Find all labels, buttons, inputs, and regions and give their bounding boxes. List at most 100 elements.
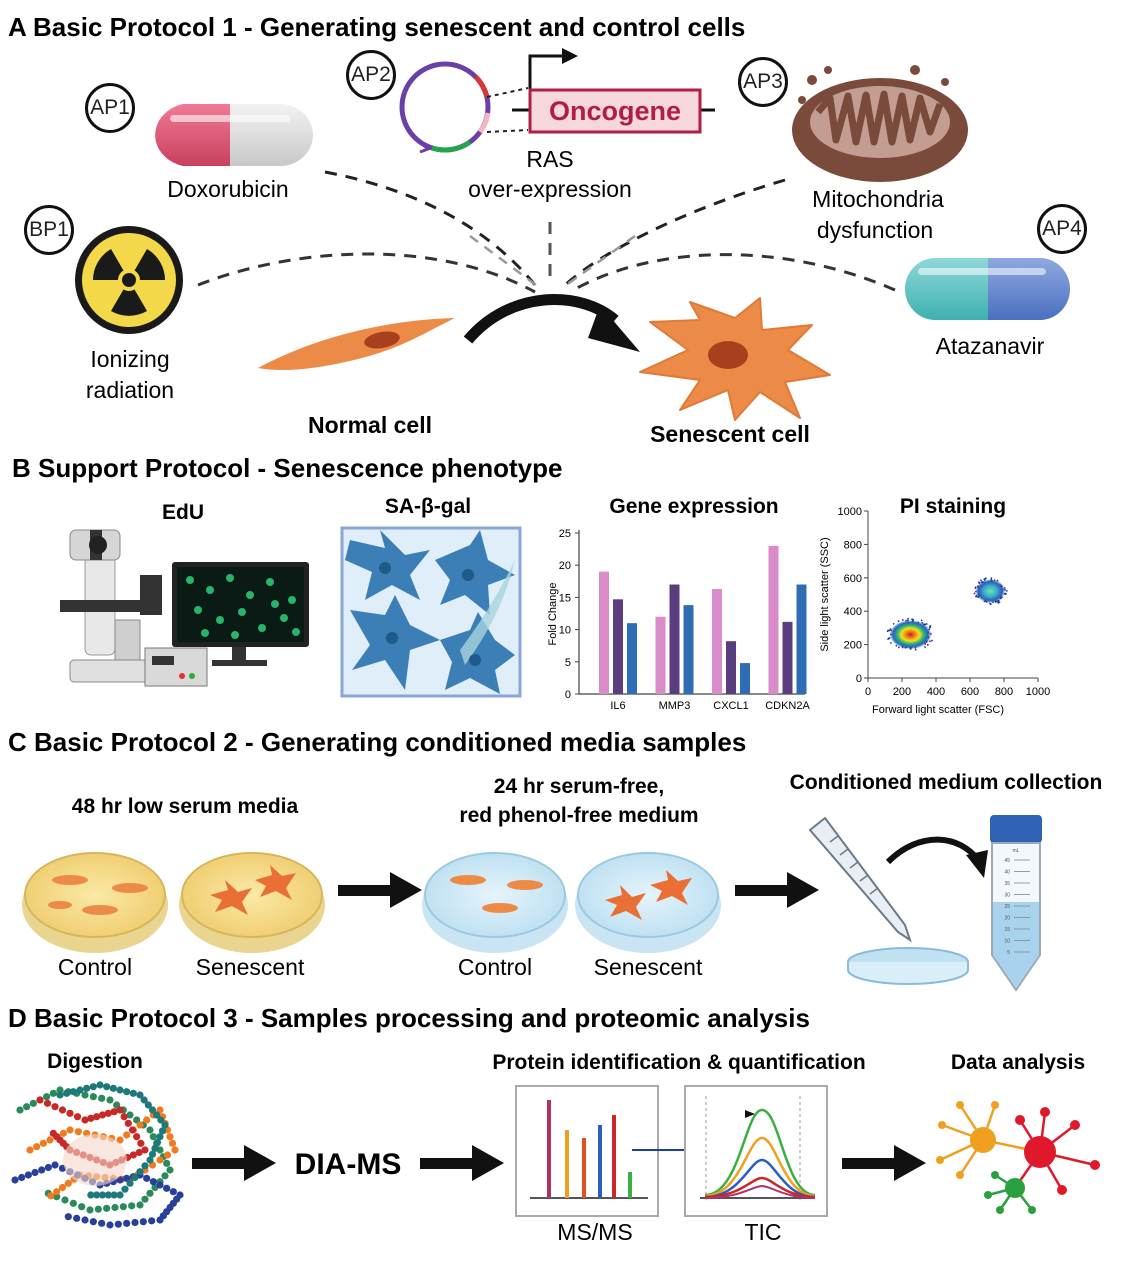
peptide-bead: [53, 1193, 61, 1201]
badge-ap1: AP1: [85, 83, 135, 133]
transition-arrow-icon: [463, 294, 640, 352]
step-collection-label: Conditioned medium collection: [790, 771, 1103, 794]
peptide-bead: [81, 1116, 89, 1124]
peptide-core: [63, 1134, 127, 1186]
tube-graduation-label: 30: [1004, 893, 1010, 899]
peptide-bead: [63, 1089, 71, 1097]
peptide-bead: [18, 1173, 26, 1182]
peptide-bead: [53, 1188, 61, 1196]
peptide-bead: [116, 1136, 124, 1144]
peptide-bead: [148, 1150, 157, 1158]
peptide-bead: [123, 1131, 131, 1139]
step-48hr-label: 48 hr low serum media: [72, 795, 299, 818]
scatter-cluster-density: [890, 620, 931, 649]
scatter-point: [929, 625, 932, 627]
scatter-point: [929, 640, 931, 643]
peptide-bead: [78, 1203, 86, 1211]
scatter-point: [886, 630, 889, 633]
scatter-y-tick-label: 600: [844, 573, 862, 585]
scatter-point: [925, 623, 928, 625]
peptide-bead: [116, 1106, 124, 1114]
scatter-point: [889, 628, 892, 630]
peptide-bead: [39, 1139, 47, 1147]
promoter-arrow-icon: [512, 48, 715, 112]
arrow-icon-c1: [338, 872, 422, 908]
peptide-bead: [73, 1214, 81, 1222]
peptide-bead: [43, 1093, 51, 1101]
arrow-icon-c2: [735, 872, 819, 908]
tube-graduation-label: 35: [1004, 881, 1010, 887]
peptide-bead: [23, 1103, 31, 1111]
tic-chromatogram-icon: [684, 1085, 828, 1217]
peptide-bead: [123, 1088, 131, 1096]
oncogene-connector-lines: [486, 87, 529, 133]
digestion-label: Digestion: [47, 1050, 143, 1073]
badge-ap2: AP2: [346, 50, 396, 100]
peptide-bead: [61, 1196, 69, 1204]
peptide-bead: [89, 1218, 97, 1226]
scatter-x-tick-label: 200: [893, 686, 911, 698]
peptide-bead: [36, 1096, 44, 1104]
section-b-title: B Support Protocol - Senescence phenotyp…: [12, 453, 562, 483]
peptide-bead: [166, 1133, 174, 1141]
scatter-point: [901, 619, 904, 621]
atazanavir-label: Atazanavir: [936, 333, 1045, 359]
peptide-bead: [51, 1161, 59, 1169]
bar-cdkn2a-0: [768, 545, 779, 694]
ionizing-label: Ionizing: [90, 346, 169, 372]
peptide-bead: [151, 1144, 159, 1152]
peptide-bead: [149, 1178, 157, 1186]
ms-ms-label: MS/MS: [557, 1219, 632, 1245]
peptide-bead: [89, 1093, 97, 1101]
badge-ap3: AP3: [738, 57, 788, 107]
bar-cxcl1-1: [726, 641, 736, 694]
bar-y-tick-label: 20: [559, 560, 571, 572]
scatter-point: [895, 644, 898, 647]
section-c-title: C Basic Protocol 2 - Generating conditio…: [8, 727, 746, 757]
badge-bp1: BP1: [24, 205, 74, 255]
peptide-bead: [89, 1083, 97, 1091]
control-label-2: Control: [458, 954, 532, 980]
peptide-bead: [38, 1166, 46, 1174]
peptide-bead: [153, 1111, 161, 1119]
peptide-bead: [46, 1136, 54, 1144]
peptide-bead: [58, 1183, 67, 1192]
tube-graduation-label: 15: [1004, 927, 1010, 933]
control-dish-blue-icon: [422, 852, 568, 953]
scatter-point: [998, 601, 1001, 604]
peptide-bead: [98, 1219, 106, 1227]
peptide-bead: [136, 1201, 144, 1209]
scatter-point: [974, 587, 977, 589]
scatter-x-tick-label: 0: [865, 686, 871, 698]
peptide-bead: [121, 1185, 129, 1193]
scatter-x-tick-label: 800: [995, 686, 1013, 698]
scatter-point: [980, 579, 982, 582]
peptide-bead: [114, 1220, 122, 1228]
peptide-bead: [64, 1213, 72, 1221]
peptide-bead: [56, 1091, 64, 1099]
scatter-x-axis-label: Forward light scatter (FSC): [872, 704, 1004, 716]
scatter-point: [924, 646, 926, 648]
scatter-point: [920, 619, 923, 622]
scatter-point: [892, 622, 895, 625]
scatter-x-tick-label: 400: [927, 686, 945, 698]
peptide-bead: [16, 1106, 24, 1114]
scatter-x-tick-label: 600: [961, 686, 979, 698]
control-label-1: Control: [58, 954, 132, 980]
peptide-bead: [43, 1099, 52, 1107]
dysfunction-label: dysfunction: [817, 217, 933, 243]
peptide-bead: [11, 1176, 19, 1184]
peptide-bead: [104, 1191, 112, 1199]
peptide-digestion-icon: [11, 1081, 184, 1229]
control-dish-yellow-icon: [22, 852, 168, 953]
senescent-label-1: Senescent: [196, 954, 305, 980]
peptide-bead: [103, 1083, 111, 1091]
peptide-bead: [29, 1099, 37, 1107]
bar-y-tick-label: 15: [559, 592, 571, 604]
section-d-title: D Basic Protocol 3 - Samples processing …: [8, 1003, 810, 1033]
peptide-bead: [163, 1151, 172, 1159]
peptide-bead: [103, 1204, 111, 1212]
gene-expression-label: Gene expression: [609, 495, 778, 518]
peptide-bead: [98, 1191, 107, 1199]
